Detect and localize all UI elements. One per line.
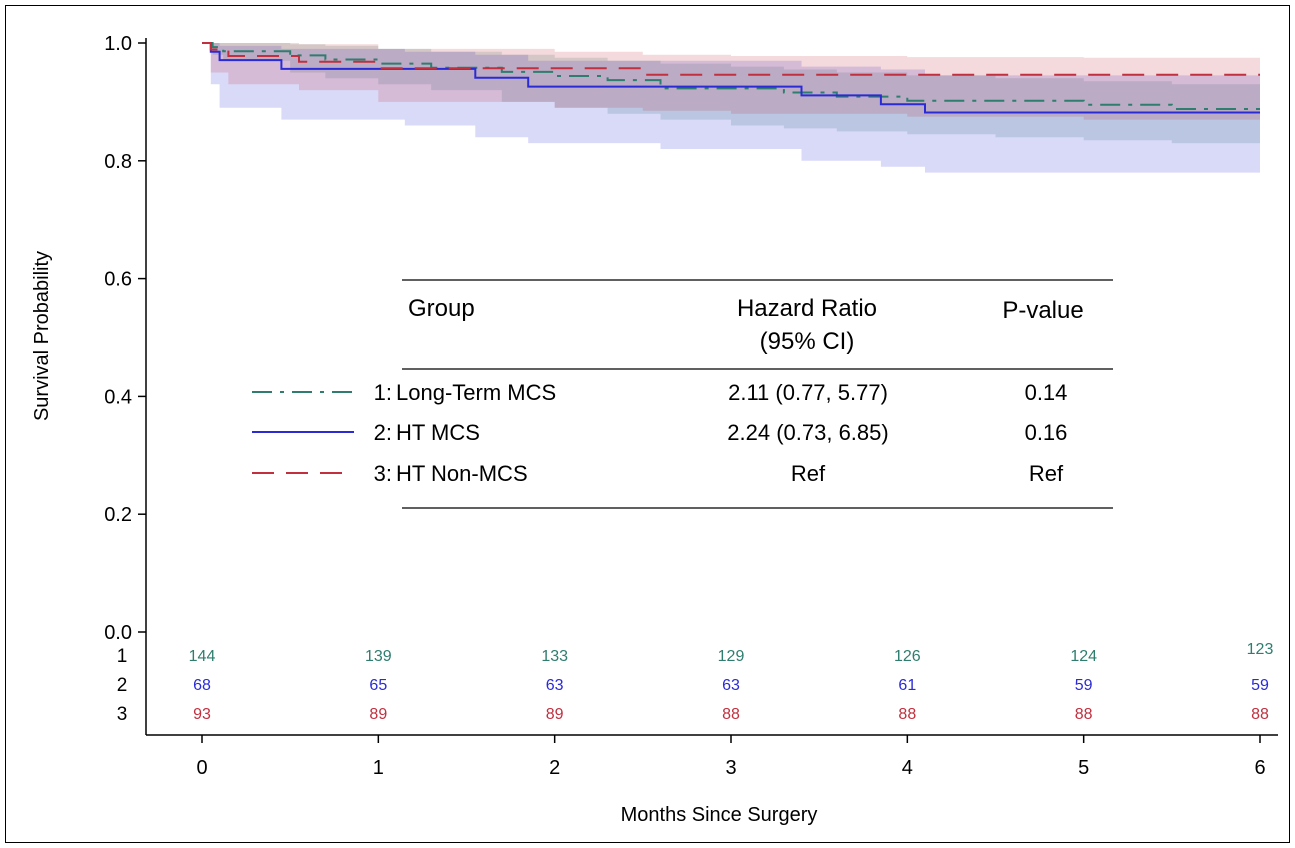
at-risk-count: 89: [369, 706, 387, 723]
legend-number: 2:: [374, 420, 392, 445]
at-risk-count: 88: [1075, 706, 1093, 723]
at-risk-row-label: 2: [117, 675, 128, 696]
at-risk-count: 88: [722, 706, 740, 723]
y-tick-label: 0.2: [104, 504, 132, 526]
survival-curves: [202, 42, 1260, 114]
at-risk-row-label: 1: [117, 646, 128, 667]
at-risk-count: 63: [722, 677, 740, 694]
survival-curve-ht_mcs: [202, 42, 1260, 114]
survival-curve-ht_non_mcs: [202, 42, 1260, 76]
x-axis-label: Months Since Surgery: [621, 804, 818, 826]
legend-table: Group Hazard Ratio (95% CI) P-value 1: Lo…: [252, 279, 1113, 509]
at-risk-count: 133: [541, 648, 568, 665]
p-value: 0.14: [1025, 380, 1068, 405]
at-risk-count: 93: [193, 706, 211, 723]
x-tick-label: 6: [1254, 757, 1265, 779]
y-tick-label: 1.0: [104, 33, 132, 55]
at-risk-count: 68: [193, 677, 211, 694]
hazard-ratio-value: 2.11 (0.77, 5.77): [728, 380, 888, 405]
table-header-pvalue: P-value: [1002, 297, 1083, 324]
x-tick-label: 5: [1078, 757, 1089, 779]
p-value: Ref: [1029, 461, 1064, 486]
at-risk-count: 129: [718, 648, 745, 665]
table-header-hr-line2: (95% CI): [760, 328, 855, 355]
at-risk-count: 88: [898, 706, 916, 723]
at-risk-table: 1 144 139 133 129 126 124 123 2 68 65 63 63 61 59 59 3 93…: [117, 641, 1274, 725]
table-header-hr-line1: Hazard Ratio: [737, 295, 877, 322]
survival-curve-long_term_mcs: [202, 42, 1260, 110]
at-risk-count: 139: [365, 648, 392, 665]
hazard-ratio-value: 2.24 (0.73, 6.85): [727, 420, 888, 445]
legend-group-label: HT MCS: [396, 420, 480, 445]
legend-number: 3:: [374, 461, 392, 486]
at-risk-count: 144: [189, 648, 216, 665]
at-risk-count: 63: [546, 677, 564, 694]
x-tick-label: 0: [196, 757, 207, 779]
axes: [145, 38, 1278, 736]
y-tick-label: 0.4: [104, 386, 132, 408]
at-risk-count: 61: [898, 677, 916, 694]
p-value: 0.16: [1025, 420, 1068, 445]
legend-group-label: HT Non-MCS: [396, 461, 528, 486]
at-risk-count: 65: [369, 677, 387, 694]
y-tick-label: 0.6: [104, 269, 132, 291]
at-risk-count: 126: [894, 648, 921, 665]
x-tick-label: 2: [549, 757, 560, 779]
x-ticks: 0 1 2 3 4 5 6: [196, 735, 1266, 779]
at-risk-count: 89: [546, 706, 564, 723]
legend-group-label: Long-Term MCS: [396, 380, 556, 405]
y-tick-label: 0.8: [104, 151, 132, 173]
x-tick-label: 3: [725, 757, 736, 779]
at-risk-count: 59: [1075, 677, 1093, 694]
at-risk-count: 123: [1247, 641, 1274, 658]
x-tick-label: 4: [902, 757, 913, 779]
y-tick-label: 0.0: [104, 622, 132, 644]
at-risk-count: 59: [1251, 677, 1269, 694]
y-axis-label: Survival Probability: [31, 251, 53, 421]
y-ticks: 0.0 0.2 0.4 0.6 0.8 1.0: [104, 33, 146, 644]
hazard-ratio-value: Ref: [791, 461, 826, 486]
legend-number: 1:: [374, 380, 392, 405]
x-tick-label: 1: [373, 757, 384, 779]
at-risk-count: 88: [1251, 706, 1269, 723]
table-rows: 1: Long-Term MCS 2.11 (0.77, 5.77) 0.14 2: HT…: [252, 380, 1067, 486]
table-header-group: Group: [408, 295, 475, 322]
at-risk-row-label: 3: [117, 704, 128, 725]
at-risk-count: 124: [1070, 648, 1097, 665]
